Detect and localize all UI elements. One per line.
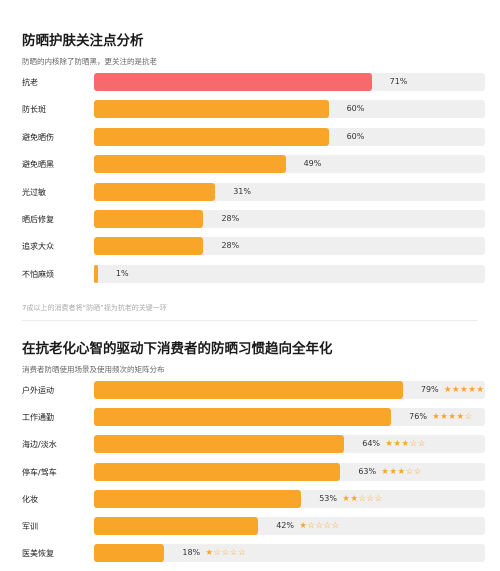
bar — [94, 182, 216, 201]
bar-track — [94, 237, 485, 256]
bar — [94, 127, 329, 146]
data-label: 60% — [346, 104, 365, 114]
data-label: 31% — [233, 186, 251, 196]
bar-track — [94, 544, 485, 563]
bar-row: 海边/淡水 64% ★★★☆☆ — [0, 435, 500, 455]
category-label: 工作通勤 — [22, 413, 54, 423]
category-label: 避免晒伤 — [22, 132, 54, 142]
bar-track — [94, 182, 485, 201]
bar-track — [94, 462, 485, 481]
bar — [94, 517, 259, 535]
chart2-subtitle: 消费者防晒使用场景及使用频次的矩阵分布 — [22, 365, 165, 374]
bar — [94, 489, 302, 508]
category-label: 晒后修复 — [22, 215, 54, 224]
bar — [94, 264, 98, 283]
data-label: 49% — [303, 159, 322, 169]
bar-row: 医美恢复 18% ★☆☆☆☆ — [0, 544, 500, 564]
bar — [94, 381, 403, 399]
star-rating-icon: ★☆☆☆☆ — [202, 548, 246, 559]
chart1-subtitle: 防晒的内核除了防晒黑，更关注的是抗老 — [22, 57, 157, 66]
bar — [94, 544, 165, 563]
bar-row: 工作通勤 76% ★★★★☆ — [0, 408, 500, 428]
bar-track — [94, 517, 485, 535]
bar-track — [94, 155, 485, 174]
bar-track — [94, 381, 485, 399]
data-label: 28% — [221, 214, 240, 223]
category-label: 不怕麻烦 — [22, 269, 54, 279]
star-rating-icon: ★★★★★ — [440, 385, 485, 395]
bar — [94, 435, 345, 454]
data-label: 63% ★★★☆☆ — [358, 466, 422, 477]
category-label: 军训 — [22, 522, 38, 531]
bar-track — [94, 127, 485, 146]
category-label: 防长斑 — [22, 105, 46, 115]
bar — [94, 408, 392, 427]
bar — [94, 73, 372, 91]
star-rating-icon: ★☆☆☆☆ — [296, 521, 340, 531]
star-rating-icon: ★★★★☆ — [428, 412, 473, 423]
star-rating-icon: ★★★☆☆ — [382, 439, 426, 450]
bar-row: 抗老 71% — [0, 73, 500, 93]
bar-track — [94, 264, 485, 283]
bar-row: 避免晒伤 60% — [0, 127, 500, 148]
bar-track — [94, 435, 485, 454]
data-label: 64% ★★★☆☆ — [362, 439, 426, 450]
chart1-note: 7成以上的消费者将“防晒”视为抗老的关键一环 — [22, 304, 167, 312]
data-label: 71% — [389, 77, 408, 86]
bar — [94, 462, 341, 481]
data-label: 28% — [221, 241, 240, 251]
bar-row: 晒后修复 28% — [0, 210, 500, 230]
star-rating-icon: ★★☆☆☆ — [339, 493, 383, 504]
bar-track — [94, 210, 485, 228]
bar-row: 防长斑 60% — [0, 100, 500, 120]
bar-track — [94, 100, 485, 119]
category-label: 追求大众 — [22, 242, 54, 252]
bar-row: 停车/驾车 63% ★★★☆☆ — [0, 462, 500, 483]
bar-row: 避免晒黑 49% — [0, 155, 500, 175]
bar — [94, 155, 286, 174]
bar-track — [94, 73, 485, 91]
bar-track — [94, 489, 485, 508]
bar-row: 不怕麻烦 1% — [0, 264, 500, 285]
bar-track — [94, 408, 485, 427]
data-label: 60% — [346, 131, 365, 141]
bar — [94, 100, 329, 119]
category-label: 户外运动 — [22, 386, 54, 395]
chart1-title: 防晒护肤关注点分析 — [22, 33, 144, 49]
bar — [94, 237, 204, 256]
category-label: 海边/淡水 — [22, 440, 57, 450]
category-label: 避免晒黑 — [22, 160, 54, 170]
category-label: 医美恢复 — [22, 549, 54, 559]
data-label: 42% ★☆☆☆☆ — [276, 521, 340, 531]
data-label: 1% — [115, 268, 129, 278]
category-label: 化妆 — [22, 494, 38, 504]
category-label: 抗老 — [22, 78, 38, 87]
data-label: 53% ★★☆☆☆ — [319, 493, 383, 504]
bar — [94, 210, 204, 228]
data-label: 76% ★★★★☆ — [409, 412, 473, 423]
bar-row: 追求大众 28% — [0, 237, 500, 257]
star-rating-icon: ★★★☆☆ — [378, 466, 422, 477]
bar-row: 化妆 53% ★★☆☆☆ — [0, 489, 500, 510]
bar-row: 户外运动 79% ★★★★★ — [0, 381, 500, 401]
data-label: 18% ★☆☆☆☆ — [182, 548, 246, 559]
category-label: 停车/驾车 — [22, 467, 57, 477]
data-label: 79% ★★★★★ — [420, 385, 485, 395]
chart2-title: 在抗老化心智的驱动下消费者的防晒习惯趋向全年化 — [22, 341, 333, 357]
bar-row: 军训 42% ★☆☆☆☆ — [0, 517, 500, 537]
section-divider — [22, 320, 478, 321]
bar-row: 光过敏 31% — [0, 182, 500, 203]
category-label: 光过敏 — [22, 187, 46, 197]
